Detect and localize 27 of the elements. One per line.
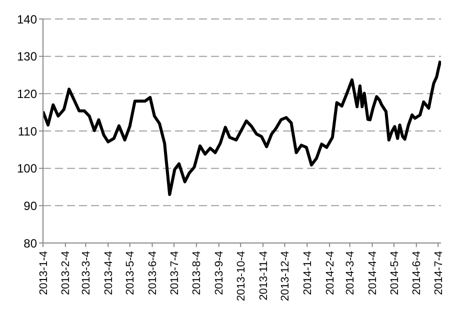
- x-tick-label: 2013-8-4: [191, 251, 204, 296]
- y-tick-label: 140: [16, 12, 38, 26]
- y-tick-label: 90: [24, 198, 38, 213]
- x-tick-label: 2014-5-4: [388, 251, 401, 296]
- x-tick-label: 2013-10-4: [235, 251, 248, 302]
- x-tick-label: 2013-11-4: [258, 251, 270, 300]
- x-tick-label: 2013-3-4: [80, 251, 93, 296]
- x-tick-label: 2014-3-4: [344, 251, 357, 296]
- x-tick-label: 2013-6-4: [147, 251, 160, 296]
- x-tick-label: 2014-7-4: [432, 251, 445, 296]
- y-tick-label: 110: [18, 124, 38, 138]
- x-tick-label: 2014-1-4: [302, 251, 314, 296]
- y-tick-label: 120: [16, 86, 38, 101]
- x-tick-label: 2014-4-4: [367, 251, 380, 296]
- x-tick-label: 2013-1-4: [38, 251, 50, 296]
- x-tick-label: 2013-12-4: [280, 251, 292, 302]
- line-series: [43, 59, 441, 196]
- x-tick-label: 2013-5-4: [124, 251, 137, 296]
- x-tick-label: 2014-6-4: [411, 251, 424, 296]
- x-tick-label: 2013-9-4: [214, 251, 226, 296]
- y-tick-label: 130: [16, 50, 38, 64]
- y-tick-label: 80: [24, 236, 38, 250]
- y-tick-label: 100: [16, 162, 38, 176]
- x-tick-label: 2014-2-4: [324, 251, 336, 296]
- x-tick-label: 2013-7-4: [168, 251, 181, 296]
- x-tick-label: 2013-2-4: [60, 251, 72, 296]
- x-tick-label: 2013-4-4: [102, 251, 115, 296]
